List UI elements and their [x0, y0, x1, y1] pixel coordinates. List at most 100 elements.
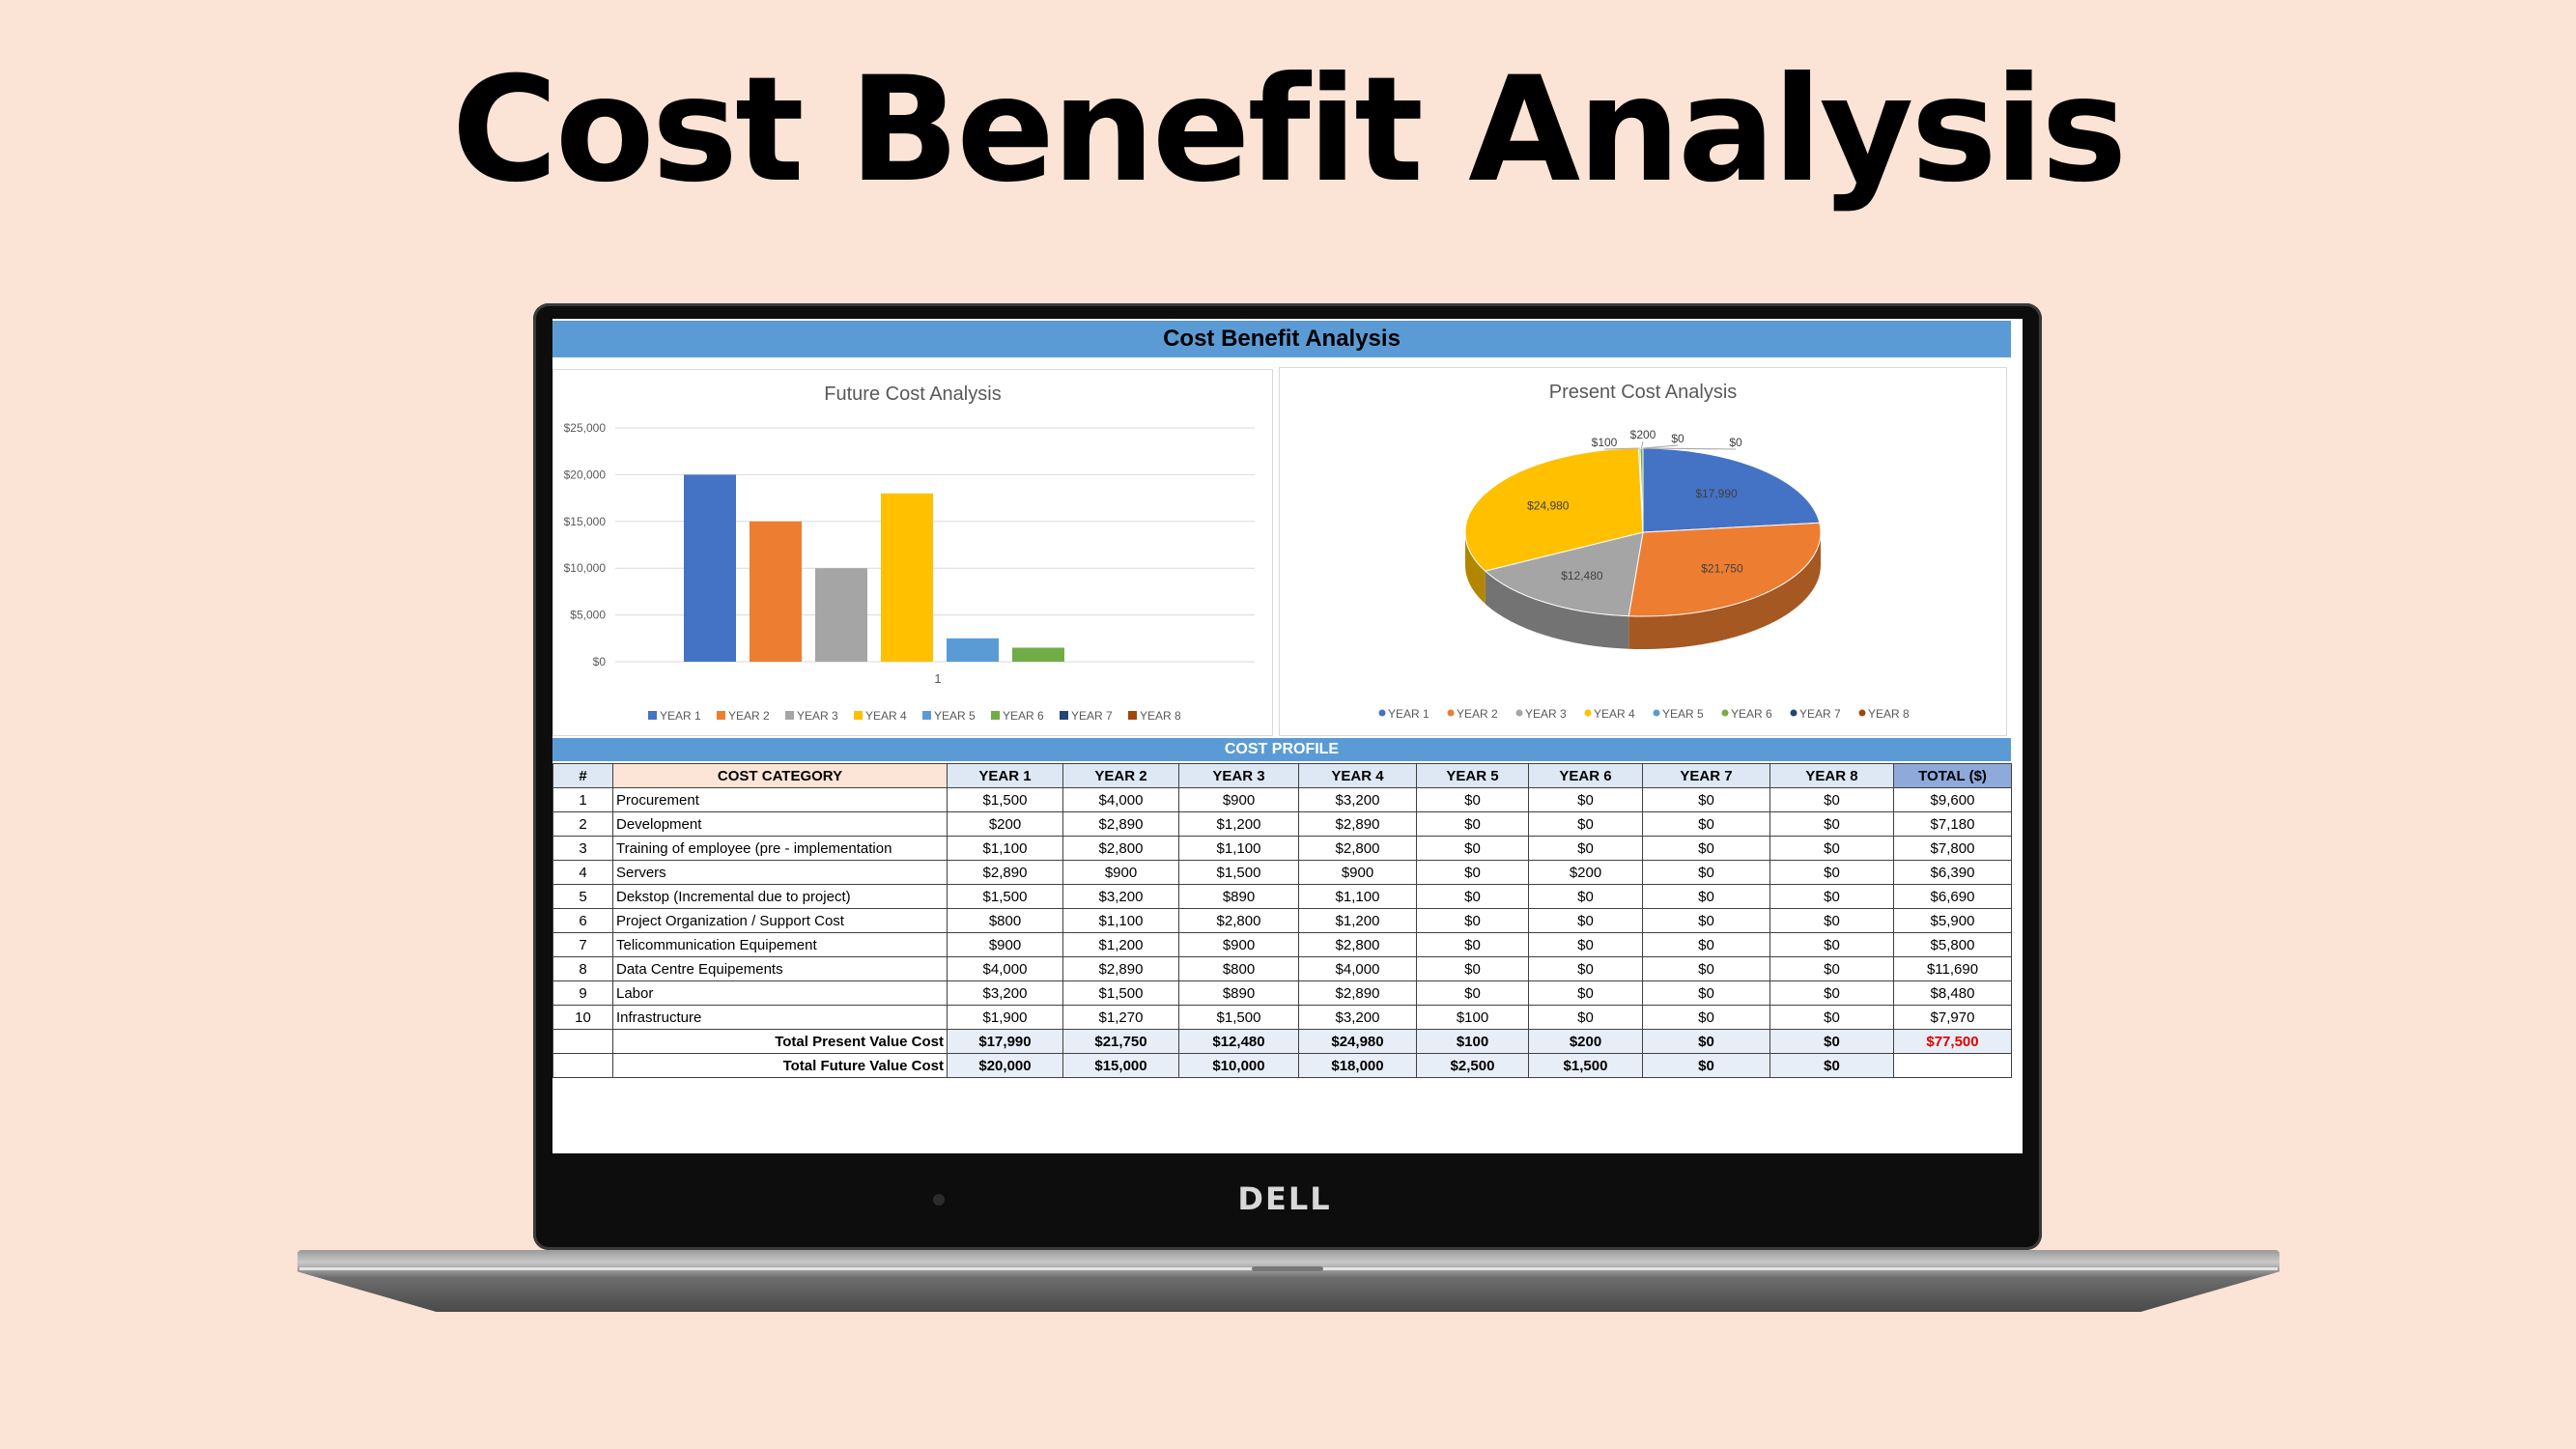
- row-index-cell[interactable]: 8: [552, 956, 613, 981]
- header-year-1[interactable]: YEAR 1: [947, 763, 1063, 788]
- cost-value-cell[interactable]: $7,800: [1893, 836, 2012, 861]
- cost-value-cell[interactable]: $0: [1416, 860, 1529, 885]
- cost-value-cell[interactable]: $0: [1769, 932, 1894, 957]
- total-value-cell[interactable]: $200: [1528, 1029, 1643, 1054]
- row-index-cell[interactable]: 4: [552, 860, 613, 885]
- cost-value-cell[interactable]: $0: [1642, 787, 1770, 812]
- cost-value-cell[interactable]: $0: [1416, 787, 1529, 812]
- total-value-cell[interactable]: $12,480: [1178, 1029, 1299, 1054]
- cost-value-cell[interactable]: $7,970: [1893, 1005, 2012, 1030]
- cost-value-cell[interactable]: $0: [1642, 811, 1770, 837]
- row-index-cell[interactable]: 2: [552, 811, 613, 837]
- cost-value-cell[interactable]: $0: [1642, 932, 1770, 957]
- cost-value-cell[interactable]: $1,500: [1178, 860, 1299, 885]
- pie-slice-year-4[interactable]: [1464, 447, 1644, 572]
- cost-value-cell[interactable]: $0: [1416, 932, 1529, 957]
- bar-year-1[interactable]: [684, 474, 736, 662]
- cost-value-cell[interactable]: $2,890: [1298, 980, 1417, 1006]
- cost-value-cell[interactable]: $0: [1528, 908, 1643, 933]
- cost-value-cell[interactable]: $0: [1528, 932, 1643, 957]
- total-value-cell[interactable]: $17,990: [947, 1029, 1063, 1054]
- cost-value-cell[interactable]: $0: [1642, 836, 1770, 861]
- blank-cell[interactable]: [552, 1053, 613, 1078]
- cost-value-cell[interactable]: $0: [1416, 836, 1529, 861]
- row-index-cell[interactable]: 7: [552, 932, 613, 957]
- bar-year-2[interactable]: [750, 521, 802, 662]
- cost-value-cell[interactable]: $0: [1769, 956, 1894, 981]
- cost-value-cell[interactable]: $0: [1416, 884, 1529, 909]
- total-value-cell[interactable]: $24,980: [1298, 1029, 1417, 1054]
- cost-category-cell[interactable]: Training of employee (pre - implementati…: [612, 836, 948, 861]
- cost-value-cell[interactable]: $1,100: [947, 836, 1063, 861]
- total-label-cell[interactable]: Total Future Value Cost: [612, 1053, 948, 1078]
- cost-category-cell[interactable]: Infrastructure: [612, 1005, 948, 1030]
- cost-value-cell[interactable]: $0: [1528, 836, 1643, 861]
- cost-value-cell[interactable]: $5,800: [1893, 932, 2012, 957]
- total-value-cell[interactable]: $77,500: [1893, 1029, 2012, 1054]
- cost-value-cell[interactable]: $0: [1642, 980, 1770, 1006]
- total-value-cell[interactable]: $0: [1642, 1053, 1770, 1078]
- cost-value-cell[interactable]: $1,270: [1062, 1005, 1179, 1030]
- header-year-6[interactable]: YEAR 6: [1528, 763, 1643, 788]
- cost-value-cell[interactable]: $0: [1416, 811, 1529, 837]
- cost-value-cell[interactable]: $11,690: [1893, 956, 2012, 981]
- total-value-cell[interactable]: $0: [1642, 1029, 1770, 1054]
- cost-value-cell[interactable]: $0: [1416, 980, 1529, 1006]
- total-value-cell[interactable]: $10,000: [1178, 1053, 1299, 1078]
- header-year-4[interactable]: YEAR 4: [1298, 763, 1417, 788]
- row-index-cell[interactable]: 10: [552, 1005, 613, 1030]
- cost-value-cell[interactable]: $890: [1178, 980, 1299, 1006]
- cost-value-cell[interactable]: $0: [1769, 980, 1894, 1006]
- cost-value-cell[interactable]: $0: [1528, 787, 1643, 812]
- cost-value-cell[interactable]: $0: [1528, 956, 1643, 981]
- header-year-3[interactable]: YEAR 3: [1178, 763, 1299, 788]
- header-year-2[interactable]: YEAR 2: [1062, 763, 1179, 788]
- cost-value-cell[interactable]: $4,000: [1298, 956, 1417, 981]
- cost-value-cell[interactable]: $2,890: [1062, 956, 1179, 981]
- header-year-5[interactable]: YEAR 5: [1416, 763, 1529, 788]
- total-value-cell[interactable]: $0: [1769, 1029, 1894, 1054]
- total-value-cell[interactable]: $21,750: [1062, 1029, 1179, 1054]
- cost-value-cell[interactable]: $3,200: [1062, 884, 1179, 909]
- header-year-7[interactable]: YEAR 7: [1642, 763, 1770, 788]
- total-value-cell[interactable]: [1893, 1053, 2012, 1078]
- present-cost-chart[interactable]: Present Cost Analysis $17,990 $21,750 $12,…: [1279, 367, 2007, 736]
- cost-value-cell[interactable]: $0: [1769, 1005, 1894, 1030]
- cost-category-cell[interactable]: Telicommunication Equipement: [612, 932, 948, 957]
- cost-value-cell[interactable]: $1,500: [1178, 1005, 1299, 1030]
- pie-slice-year-2[interactable]: [1628, 522, 1822, 617]
- cost-value-cell[interactable]: $0: [1528, 884, 1643, 909]
- cost-category-cell[interactable]: Procurement: [612, 787, 948, 812]
- cost-value-cell[interactable]: $0: [1642, 1005, 1770, 1030]
- row-index-cell[interactable]: 9: [552, 980, 613, 1006]
- cost-category-cell[interactable]: Labor: [612, 980, 948, 1006]
- total-label-cell[interactable]: Total Present Value Cost: [612, 1029, 948, 1054]
- future-cost-chart[interactable]: Future Cost Analysis $0 $5,000 $10,000 $15,…: [552, 369, 1273, 736]
- cost-value-cell[interactable]: $0: [1769, 836, 1894, 861]
- blank-cell[interactable]: [552, 1029, 613, 1054]
- cost-value-cell[interactable]: $0: [1528, 980, 1643, 1006]
- cost-value-cell[interactable]: $900: [1178, 932, 1299, 957]
- cost-category-cell[interactable]: Development: [612, 811, 948, 837]
- cost-value-cell[interactable]: $2,800: [1298, 836, 1417, 861]
- cost-value-cell[interactable]: $0: [1769, 908, 1894, 933]
- cost-value-cell[interactable]: $800: [947, 908, 1063, 933]
- cost-value-cell[interactable]: $1,500: [947, 787, 1063, 812]
- cost-value-cell[interactable]: $6,690: [1893, 884, 2012, 909]
- cost-value-cell[interactable]: $1,200: [1062, 932, 1179, 957]
- cost-value-cell[interactable]: $1,500: [947, 884, 1063, 909]
- cost-value-cell[interactable]: $900: [947, 932, 1063, 957]
- cost-value-cell[interactable]: $0: [1416, 956, 1529, 981]
- row-index-cell[interactable]: 5: [552, 884, 613, 909]
- cost-value-cell[interactable]: $2,890: [947, 860, 1063, 885]
- cost-value-cell[interactable]: $5,900: [1893, 908, 2012, 933]
- cost-value-cell[interactable]: $0: [1769, 811, 1894, 837]
- cost-value-cell[interactable]: $0: [1769, 787, 1894, 812]
- cost-value-cell[interactable]: $900: [1298, 860, 1417, 885]
- cost-value-cell[interactable]: $0: [1642, 908, 1770, 933]
- cost-value-cell[interactable]: $890: [1178, 884, 1299, 909]
- pie-slice-year-1[interactable]: [1642, 447, 1821, 533]
- header-cost-category[interactable]: COST CATEGORY: [612, 763, 948, 788]
- bar-year-4[interactable]: [881, 493, 933, 662]
- cost-value-cell[interactable]: $4,000: [1062, 787, 1179, 812]
